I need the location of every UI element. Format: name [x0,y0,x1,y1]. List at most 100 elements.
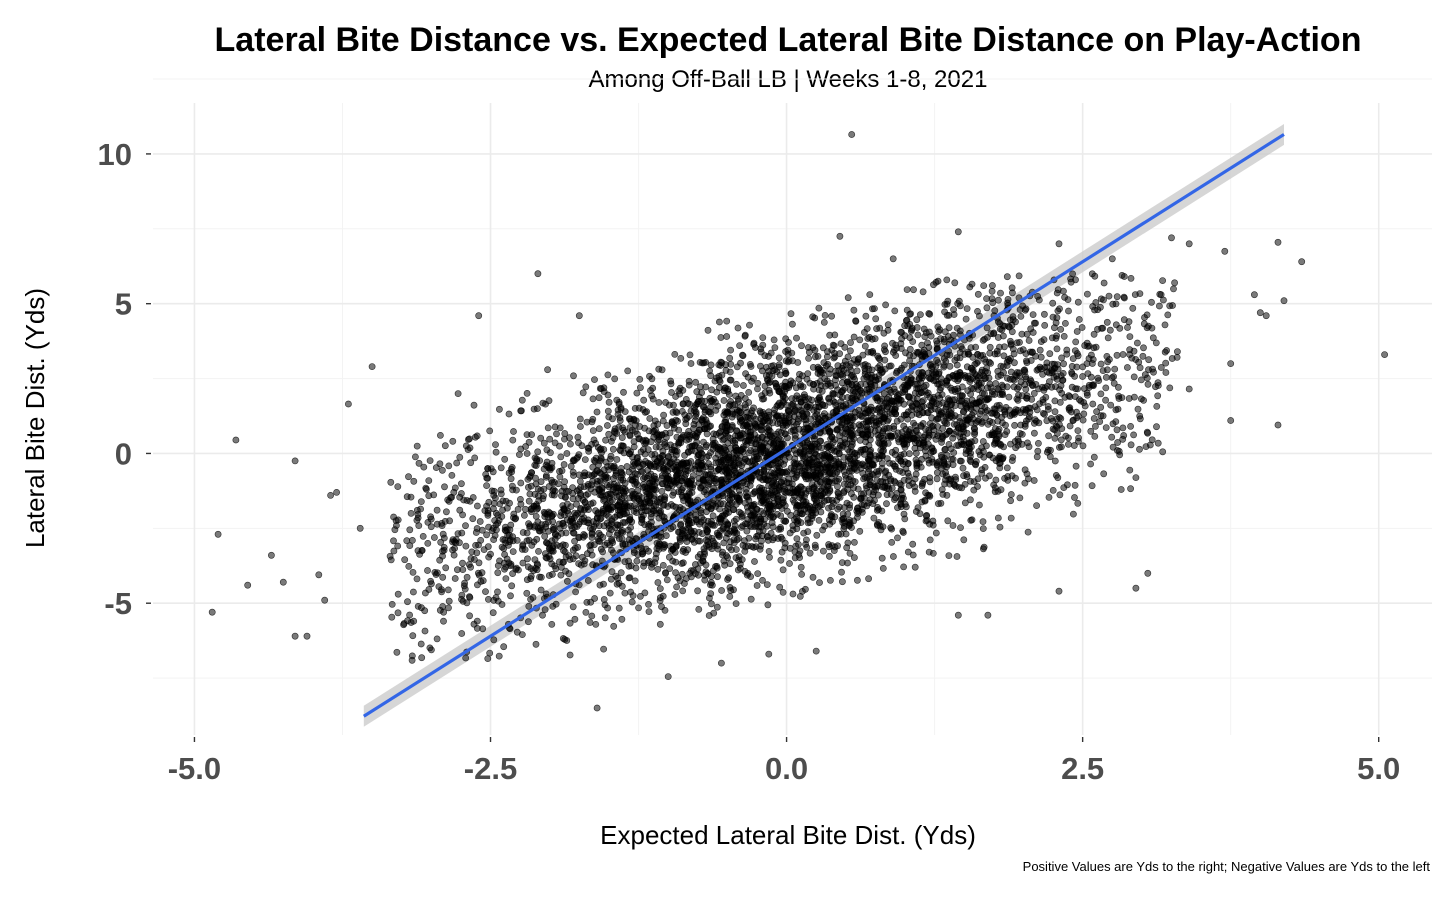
data-point [1079,363,1087,371]
data-point [844,510,852,518]
data-point [442,508,450,516]
data-point [458,630,466,637]
data-point [693,438,701,446]
data-point [526,490,534,498]
data-point [883,424,891,432]
data-point [639,550,647,557]
data-point [929,521,937,529]
data-point [848,467,855,475]
data-point [600,388,608,395]
data-point [802,585,809,593]
data-point [420,463,428,471]
data-point [479,625,487,633]
data-point [394,609,402,617]
data-point [609,434,617,442]
data-point [1157,364,1165,371]
data-point [592,507,599,515]
data-point [1135,358,1143,366]
data-point [981,463,989,471]
data-point [864,371,872,379]
data-point [838,568,845,576]
data-point [1105,292,1113,300]
data-point [743,493,751,500]
data-point [903,306,911,314]
data-point [913,316,921,324]
data-point [763,581,771,588]
data-point [521,512,528,519]
data-point [716,514,724,522]
data-point [633,557,641,565]
data-point [611,375,619,383]
data-point [992,476,1000,484]
data-point [673,476,681,484]
data-point [577,423,584,430]
data-point [1120,316,1128,324]
data-point [849,397,857,405]
data-point [458,591,466,599]
data-point [913,406,921,413]
data-point [1127,485,1134,493]
data-point [525,438,533,446]
data-point [650,422,658,430]
data-point [843,361,850,369]
data-point [702,463,709,471]
data-point [1025,475,1032,483]
data-point [983,324,991,332]
data-point [1160,296,1167,304]
data-point [1145,322,1152,330]
data-point [405,473,412,481]
data-point [1017,378,1025,386]
data-point [1083,339,1091,347]
data-point [853,360,861,367]
data-point [498,513,506,520]
data-point [1156,290,1164,298]
data-point [654,565,662,573]
data-point [579,496,587,504]
data-point [569,603,577,611]
data-point [865,468,872,476]
data-point [1035,439,1042,447]
data-point [940,355,948,362]
data-point [976,410,984,418]
data-point [892,446,900,454]
data-point [404,598,411,606]
data-point [1079,442,1087,450]
data-point [897,345,905,352]
data-point [725,543,733,551]
data-point [1016,338,1023,346]
data-point [700,438,707,446]
data-point [959,423,967,431]
data-point [704,569,711,577]
data-point [720,524,727,532]
data-point [1043,363,1051,371]
data-point [576,415,584,423]
data-point [410,477,418,485]
data-point [1124,324,1131,331]
data-point [947,406,955,414]
data-point [595,485,602,493]
data-point [450,488,458,496]
data-point [1074,385,1081,393]
data-point [790,459,798,467]
data-point [1007,368,1015,376]
data-point [586,619,594,626]
data-point [525,618,532,626]
data-point [1060,484,1068,491]
data-point [854,485,862,493]
data-point [861,328,868,336]
data-point [631,577,639,585]
data-point [764,377,772,384]
data-point [462,442,470,450]
data-point [786,560,793,567]
data-point [826,462,834,469]
data-point [787,427,795,435]
data-point [724,463,731,471]
data-point [457,480,465,488]
data-point [747,475,755,483]
data-point [639,406,647,413]
data-point [507,592,514,600]
data-point [1087,460,1094,468]
data-point [908,411,916,419]
data-point [391,526,399,534]
